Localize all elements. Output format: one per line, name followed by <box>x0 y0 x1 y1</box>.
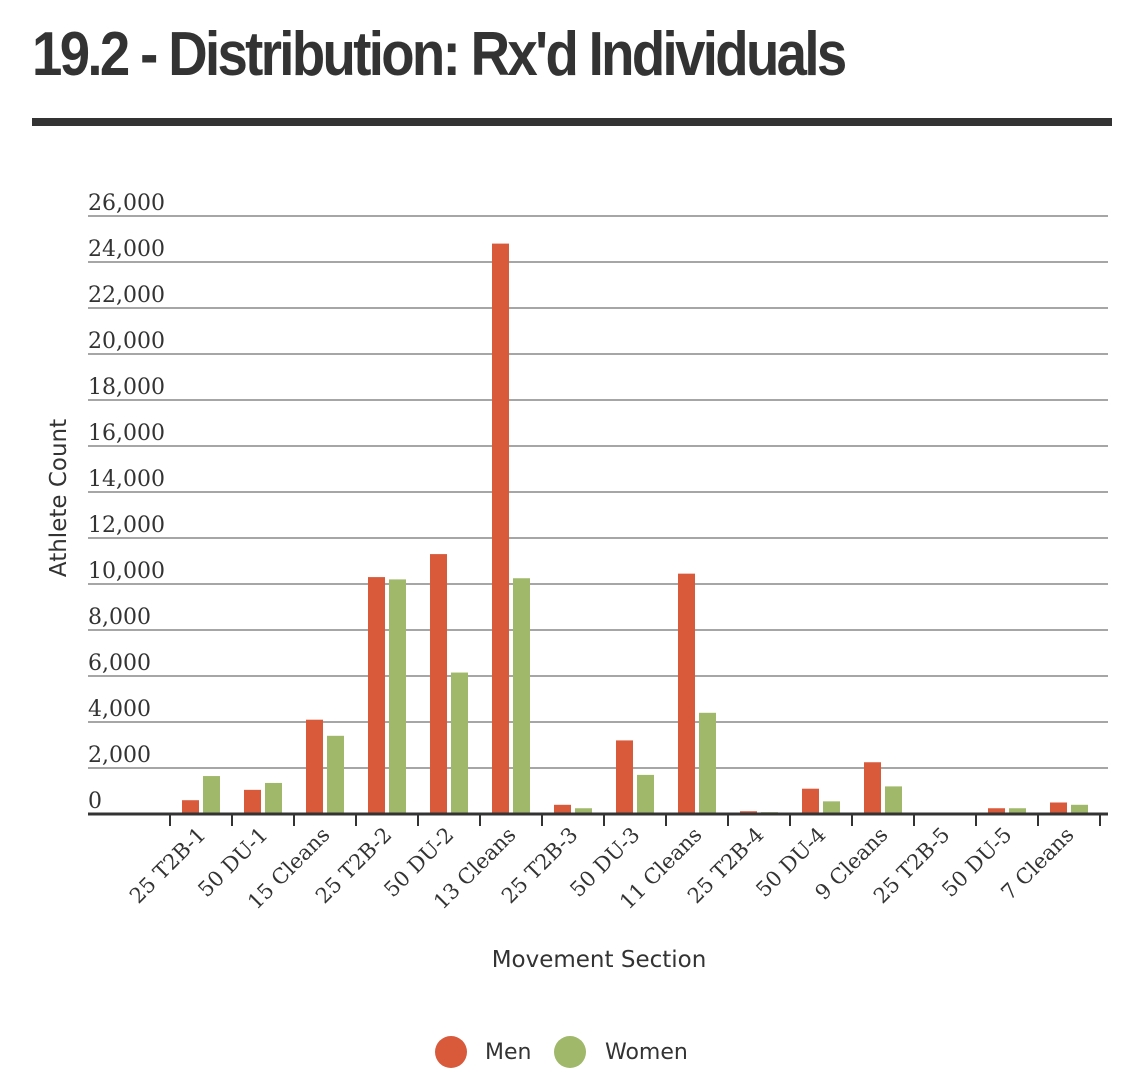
y-tick-label: 2,000 <box>88 743 151 768</box>
y-tick-label: 12,000 <box>88 513 165 538</box>
bar-women <box>699 712 716 814</box>
bar-women <box>203 776 220 814</box>
y-tick-label: 14,000 <box>88 467 165 492</box>
y-tick-label: 26,000 <box>88 191 165 216</box>
bar-women <box>885 786 902 814</box>
bar-women <box>1071 804 1088 814</box>
y-tick-label: 22,000 <box>88 283 165 308</box>
y-tick-label: 8,000 <box>88 605 151 630</box>
legend-label-women: Women <box>605 1040 688 1065</box>
bar-men <box>678 573 695 814</box>
legend-swatch-women <box>554 1036 586 1068</box>
legend-label-men: Men <box>485 1040 531 1065</box>
bar-women <box>451 672 468 814</box>
bars <box>182 243 1088 815</box>
x-tick-label: 25 T2B-1 <box>125 823 211 909</box>
y-tick-labels: 0 2,000 4,000 6,000 8,000 10,000 12,000 14,000 1… <box>88 191 165 814</box>
bar-men <box>988 808 1005 814</box>
bar-women <box>575 808 592 814</box>
y-tick-label: 24,000 <box>88 237 165 262</box>
bar-women <box>389 579 406 814</box>
y-tick-label: 20,000 <box>88 329 165 354</box>
bar-women <box>265 782 282 814</box>
title-rule <box>32 118 1112 126</box>
bar-men <box>368 577 385 814</box>
bar-women <box>513 578 530 814</box>
legend: Men Women <box>435 1036 688 1068</box>
bar-women <box>1009 808 1026 814</box>
legend-swatch-men <box>435 1036 467 1068</box>
y-axis-title: Athlete Count <box>46 419 72 577</box>
bar-men <box>306 719 323 814</box>
y-tick-label: 4,000 <box>88 697 151 722</box>
bar-men <box>802 788 819 814</box>
y-tick-label: 18,000 <box>88 375 165 400</box>
bar-men <box>864 762 881 814</box>
bar-men <box>554 804 571 814</box>
bar-men <box>616 740 633 814</box>
bar-men <box>430 554 447 814</box>
bar-women <box>637 774 654 814</box>
y-tick-label: 6,000 <box>88 651 151 676</box>
bar-men <box>244 789 261 814</box>
x-axis-title: Movement Section <box>492 947 707 973</box>
bar-men <box>1050 802 1067 814</box>
page-title: 19.2 - Distribution: Rx'd Individuals <box>32 20 847 89</box>
bar-men <box>492 243 509 815</box>
bar-women <box>823 801 840 814</box>
gridlines <box>88 215 1108 769</box>
y-tick-label: 10,000 <box>88 559 165 584</box>
bar-men <box>182 800 199 814</box>
y-tick-label: 0 <box>88 789 102 814</box>
x-axis <box>88 812 1108 826</box>
bar-women <box>327 735 344 814</box>
y-tick-label: 16,000 <box>88 421 165 446</box>
